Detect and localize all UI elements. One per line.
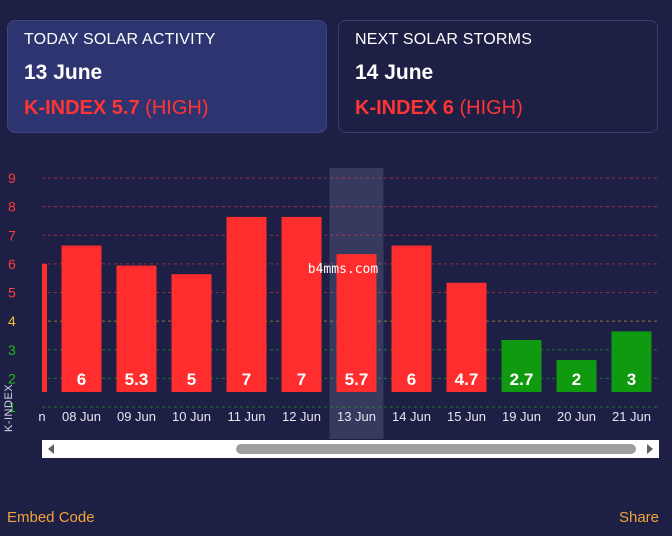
x-tick-label: 21 Jun [612,409,651,424]
embed-code-link[interactable]: Embed Code [7,509,95,526]
y-tick-label: 8 [8,199,16,215]
partial-bar [42,263,47,392]
y-axis-label: K-INDEX [3,383,15,432]
scrollbar-thumb[interactable] [236,444,636,454]
bar-value-label: 6 [77,370,86,389]
bar-value-label: 2 [572,370,581,389]
share-link[interactable]: Share [618,509,659,526]
bar-value-label: 7 [242,370,251,389]
y-tick-label: 4 [8,313,16,329]
next-label: NEXT SOLAR STORMS [355,31,533,48]
x-tick-label: 09 Jun [117,409,156,424]
x-tick-label: 12 Jun [282,409,321,424]
bar-value-label: 6 [407,370,416,389]
x-tick-label: 11 Jun [227,409,265,424]
bar-value-label: 2.7 [510,370,534,389]
y-tick-label: 9 [8,170,16,186]
bar-value-label: 4.7 [455,370,479,389]
today-label: TODAY SOLAR ACTIVITY [24,31,216,48]
today-kindex: K-INDEX 5.7 (HIGH) [24,97,310,120]
bar-12-jun [281,216,322,392]
scroll-right-arrow-icon[interactable] [647,444,653,454]
x-tick-label: 19 Jun [502,409,541,424]
next-date: 14 June [355,61,434,84]
x-tick-label-partial: n [38,409,45,424]
x-tick-label: 08 Jun [62,409,101,424]
bar-value-label: 5.3 [125,370,149,389]
bar-09-jun [116,265,157,392]
bar-14-jun [391,245,432,392]
today-date: 13 June [24,61,103,84]
bar-20-jun [556,360,597,392]
y-tick-label: 5 [8,285,16,301]
bar-19-jun [501,340,542,392]
bar-value-label: 3 [627,370,636,389]
today-level: (HIGH) [145,97,209,119]
bar-value-label: 7 [297,370,306,389]
y-tick-label: 1 [8,399,16,415]
next-kindex-value: K-INDEX 6 [355,97,454,119]
kindex-bar-chart: 1 2 3 4 5 6 7 8 9 n 6 08 Jun 5.3 09 Jun 5 10 Jun 7 11 Jun… [8,168,658,439]
bar-08-jun [61,245,102,392]
bar-13-jun [336,254,377,392]
y-tick-label: 7 [8,227,16,243]
bar-10-jun [171,274,212,392]
chart-scrollbar[interactable] [42,440,659,458]
y-tick-label: 2 [8,370,16,386]
today-activity-card: TODAY SOLAR ACTIVITY 13 June K-INDEX 5.7… [7,20,327,133]
next-level: (HIGH) [459,97,523,119]
bar-value-label: 5.7 [345,370,369,389]
bar-15-jun [446,282,487,392]
x-tick-label: 20 Jun [557,409,596,424]
today-kindex-value: K-INDEX 5.7 [24,97,140,119]
next-kindex: K-INDEX 6 (HIGH) [355,97,641,120]
x-tick-label: 10 Jun [172,409,211,424]
scroll-left-arrow-icon[interactable] [48,444,54,454]
x-tick-label: 14 Jun [392,409,431,424]
watermark: b4mms.com [308,262,379,277]
next-storms-card: NEXT SOLAR STORMS 14 June K-INDEX 6 (HIG… [338,20,658,133]
bar-21-jun [611,331,652,392]
bar-value-label: 5 [187,370,196,389]
x-tick-label: 13 Jun [337,409,376,424]
x-tick-label: 15 Jun [447,409,486,424]
bar-11-jun [226,216,267,392]
y-tick-label: 6 [8,256,16,272]
y-tick-label: 3 [8,342,16,358]
